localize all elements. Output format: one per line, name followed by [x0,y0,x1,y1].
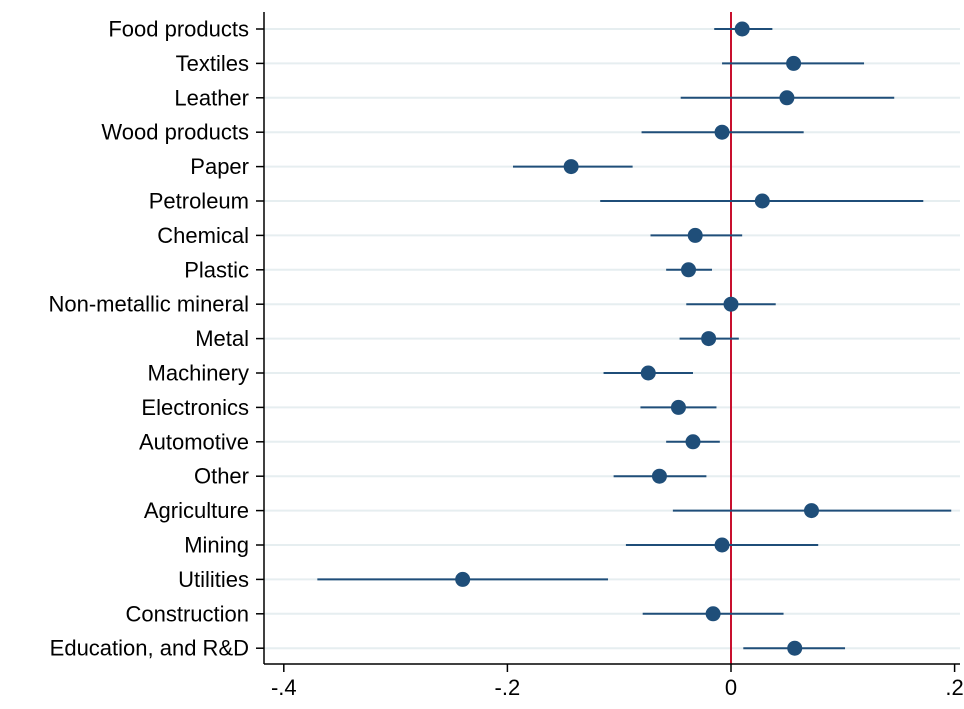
point-estimate [705,606,721,622]
category-label: Machinery [148,361,249,386]
category-label: Construction [125,601,249,626]
category-label: Metal [195,326,249,351]
category-label: Wood products [101,120,249,145]
category-label: Automotive [139,429,249,454]
category-label: Electronics [141,395,249,420]
category-label: Paper [190,154,249,179]
category-label: Petroleum [149,189,249,214]
x-tick-label: 0 [725,675,737,700]
point-estimate [754,193,770,209]
point-estimate [455,571,471,587]
point-estimate [787,640,803,656]
point-estimate [701,331,717,347]
category-label: Mining [184,533,249,558]
point-estimate [723,296,739,312]
point-estimate [670,399,686,415]
category-label: Utilities [178,567,249,592]
x-tick-label: -.4 [271,675,297,700]
category-labels: Food products Textiles Leather Wood product… [48,17,249,661]
point-estimate [734,21,750,37]
point-estimate [685,434,701,450]
x-tick-labels: -.4 -.2 0 .2 [271,675,964,700]
grid-lines [264,28,960,650]
point-estimate [714,124,730,140]
x-tick-label: .2 [945,675,963,700]
category-label: Non-metallic mineral [48,292,249,317]
point-estimate [640,365,656,381]
category-label: Leather [174,85,249,110]
category-label: Plastic [184,257,249,282]
point-estimate [803,503,819,519]
point-estimate [779,90,795,106]
category-label: Agriculture [144,498,249,523]
x-tick-label: -.2 [495,675,521,700]
point-estimate [786,55,802,71]
axes [256,12,960,672]
point-estimate [687,227,703,243]
point-estimate [563,159,579,175]
category-label: Education, and R&D [50,636,249,661]
point-estimate [714,537,730,553]
category-label: Chemical [157,223,249,248]
category-label: Food products [108,17,249,42]
point-estimates [455,21,819,656]
point-estimate [651,468,667,484]
category-label: Textiles [176,51,249,76]
category-label: Other [194,464,249,489]
point-estimate [681,262,697,278]
